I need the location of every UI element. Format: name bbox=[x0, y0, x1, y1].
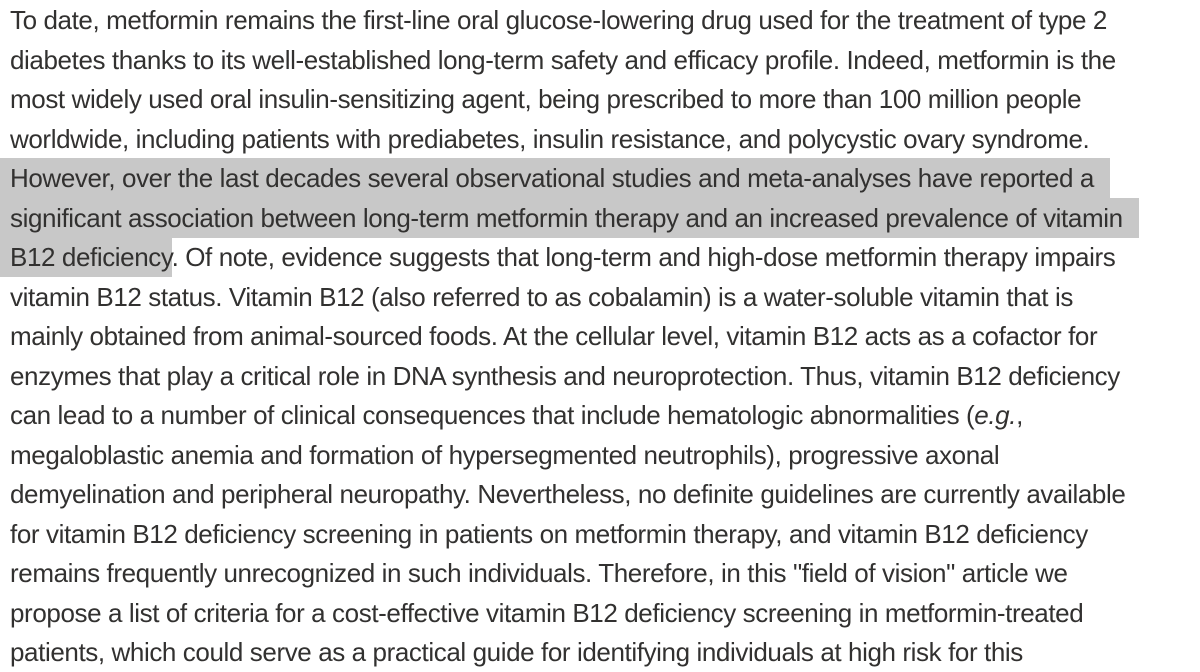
text-line: for vitamin B12 deficiency screening in … bbox=[10, 515, 1190, 555]
text-line: enzymes that play a critical role in DNA… bbox=[10, 357, 1190, 397]
text-segment: propose a list of criteria for a cost-ef… bbox=[10, 597, 1084, 628]
text-line: vitamin B12 status. Vitamin B12 (also re… bbox=[10, 278, 1190, 318]
text-line: patients, which could serve as a practic… bbox=[10, 633, 1190, 672]
text-line: To date, metformin remains the first-lin… bbox=[10, 1, 1190, 41]
text-segment: To date, metformin remains the first-lin… bbox=[10, 5, 1107, 35]
text-line: can lead to a number of clinical consequ… bbox=[10, 396, 1190, 436]
text-line: most widely used oral insulin-sensitizin… bbox=[10, 80, 1190, 120]
text-line: remains frequently unrecognized in such … bbox=[10, 554, 1190, 594]
text-segment: diabetes thanks to its well-established … bbox=[10, 44, 1116, 75]
text-segment: remains frequently unrecognized in such … bbox=[10, 558, 1068, 588]
text-segment: megaloblastic anemia and formation of hy… bbox=[10, 439, 1000, 470]
text-line: megaloblastic anemia and formation of hy… bbox=[10, 436, 1190, 476]
text-line: mainly obtained from animal-sourced food… bbox=[10, 317, 1190, 357]
text-line: However, over the last decades several o… bbox=[0, 158, 1190, 199]
text-line: propose a list of criteria for a cost-ef… bbox=[10, 594, 1190, 634]
text-segment: for vitamin B12 deficiency screening in … bbox=[10, 518, 1088, 549]
selected-text: B12 deficiency bbox=[0, 237, 172, 277]
text-line: B12 deficiency. Of note, evidence sugges… bbox=[0, 237, 1190, 278]
text-line: demyelination and peripheral neuropathy.… bbox=[10, 475, 1190, 515]
text-segment: worldwide, including patients with predi… bbox=[10, 123, 1090, 154]
selected-text: However, over the last decades several o… bbox=[0, 158, 1110, 198]
text-segment: . Of note, evidence suggests that long-t… bbox=[171, 242, 1116, 272]
text-segment: mainly obtained from animal-sourced food… bbox=[10, 321, 1098, 351]
text-line: diabetes thanks to its well-established … bbox=[10, 41, 1190, 81]
text-segment: vitamin B12 status. Vitamin B12 (also re… bbox=[10, 281, 1073, 312]
text-segment: e.g. bbox=[974, 400, 1017, 430]
text-line: worldwide, including patients with predi… bbox=[10, 120, 1190, 160]
text-segment: enzymes that play a critical role in DNA… bbox=[10, 360, 1120, 391]
text-segment: patients, which could serve as a practic… bbox=[10, 637, 1023, 667]
text-line: significant association between long-ter… bbox=[0, 197, 1190, 239]
text-segment: demyelination and peripheral neuropathy.… bbox=[10, 479, 1126, 509]
text-segment: can lead to a number of clinical consequ… bbox=[10, 400, 975, 430]
selected-text: significant association between long-ter… bbox=[0, 197, 1139, 238]
text-segment: , bbox=[1016, 400, 1023, 430]
text-segment: most widely used oral insulin-sensitizin… bbox=[10, 84, 1082, 114]
